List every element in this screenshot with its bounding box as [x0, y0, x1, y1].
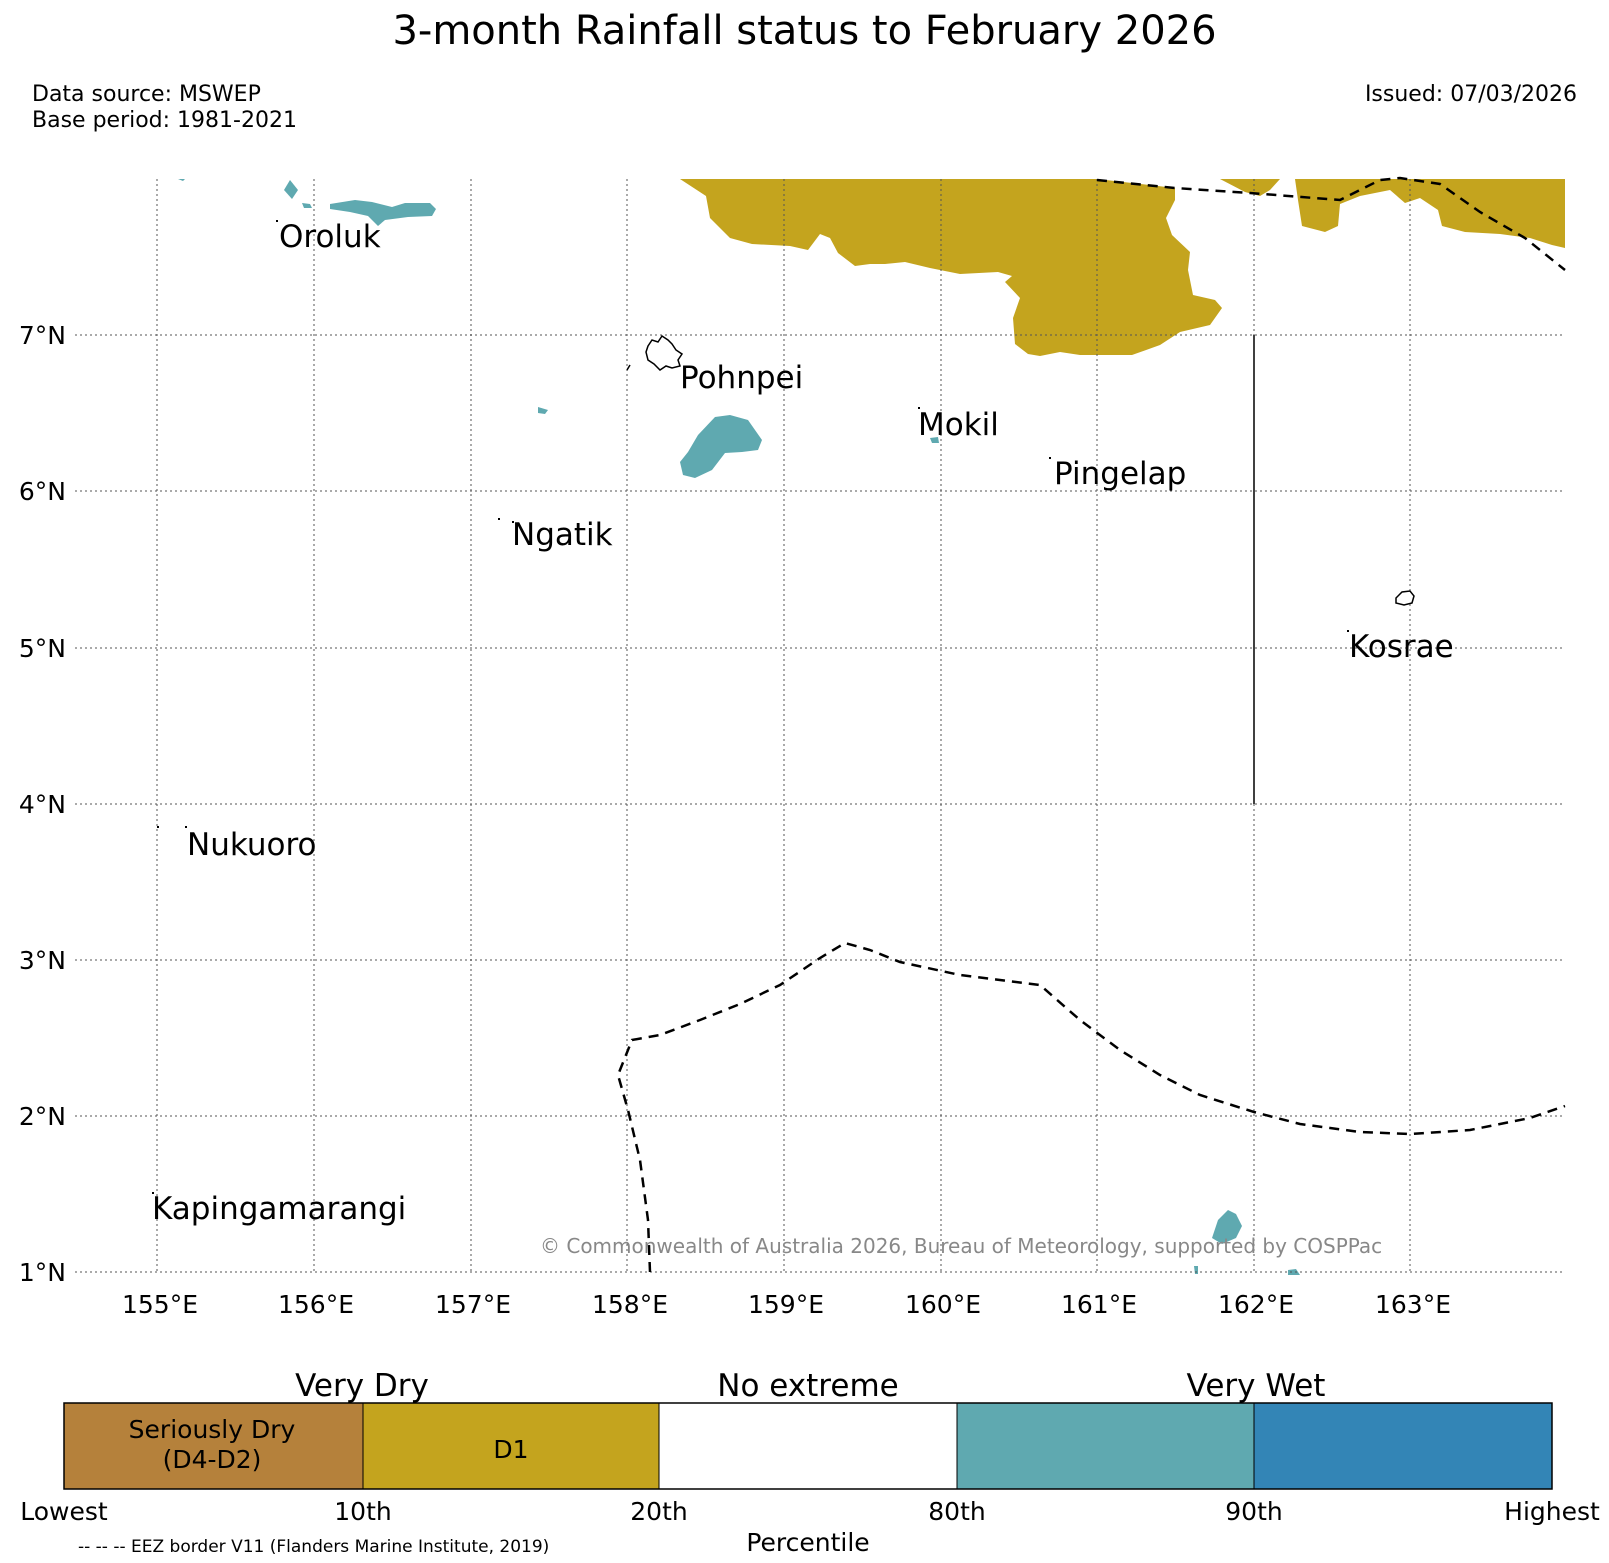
- legend-tick-20th: 20th: [630, 1497, 687, 1526]
- place-label-pingelap: Pingelap: [1054, 456, 1186, 492]
- lon-label: 161°E: [1061, 1290, 1137, 1319]
- base-period-label: Base period: 1981-2021: [32, 108, 297, 133]
- legend-colorbar: Very Dry No extreme Very Wet Seriously D…: [20, 1368, 1600, 1557]
- lat-label: 1°N: [19, 1258, 66, 1287]
- copyright-notice: © Commonwealth of Australia 2026, Bureau…: [540, 1234, 1382, 1258]
- dry-region: [1220, 179, 1280, 196]
- lat-label: 3°N: [19, 946, 66, 975]
- lon-label: 156°E: [278, 1290, 354, 1319]
- legend-axis-label: Percentile: [746, 1528, 869, 1557]
- data-source-label: Data source: MSWEP: [32, 82, 261, 107]
- legend-dividers: [362, 1403, 1255, 1489]
- map-title: 3-month Rainfall status to February 2026: [392, 8, 1217, 54]
- wet-region: [302, 203, 312, 208]
- legend-swatch-d1: [363, 1403, 659, 1489]
- dry-region: [650, 179, 1222, 356]
- legend-tick-highest: Highest: [1504, 1497, 1600, 1526]
- place-label-ngatik: Ngatik: [512, 517, 613, 553]
- wet-region: [680, 415, 762, 478]
- legend-tick-10th: 10th: [334, 1497, 391, 1526]
- wet-region: [178, 179, 185, 181]
- eez-border: [626, 364, 631, 371]
- lon-label: 158°E: [592, 1290, 668, 1319]
- wet-region: [538, 407, 548, 414]
- legend-frame: [63, 1402, 1553, 1490]
- legend-tick-90th: 90th: [1225, 1497, 1282, 1526]
- legend-label-d1: D1: [493, 1435, 528, 1464]
- lat-label: 5°N: [19, 634, 66, 663]
- legend-swatch-highest: [1254, 1403, 1552, 1489]
- legend-label-d4-d2: (D4-D2): [163, 1445, 262, 1474]
- legend-tick-lowest: Lowest: [20, 1497, 108, 1526]
- legend-swatch-no-extreme: [659, 1403, 957, 1489]
- lon-label: 159°E: [748, 1290, 824, 1319]
- lat-label: 7°N: [19, 321, 66, 350]
- kosrae-island-outline: [1395, 590, 1415, 606]
- legend-tick-80th: 80th: [928, 1497, 985, 1526]
- wet-region: [1194, 1266, 1198, 1274]
- gridlines: [75, 179, 1565, 1273]
- legend-swatch-very-wet: [957, 1403, 1254, 1489]
- wet-region: [930, 437, 939, 443]
- place-label-mokil: Mokil: [918, 407, 999, 443]
- place-label-kosrae: Kosrae: [1349, 629, 1454, 665]
- wet-region: [330, 200, 436, 226]
- place-label-pohnpei: Pohnpei: [680, 360, 803, 396]
- eez-border-note: -- -- -- EEZ border V11 (Flanders Marine…: [78, 1537, 550, 1557]
- legend-header-very-dry: Very Dry: [295, 1368, 429, 1404]
- wet-region: [284, 180, 298, 199]
- eez-border: [616, 176, 1566, 1273]
- place-label-nukuoro: Nukuoro: [187, 827, 316, 863]
- lon-label: 160°E: [905, 1290, 981, 1319]
- legend-header-no-extreme: No extreme: [717, 1368, 898, 1404]
- legend-header-very-wet: Very Wet: [1187, 1368, 1326, 1404]
- dry-region: [1295, 179, 1565, 248]
- lon-label: 155°E: [122, 1290, 198, 1319]
- place-label-oroluk: Oroluk: [279, 219, 381, 255]
- lat-label: 4°N: [19, 790, 66, 819]
- wet-region: [1212, 1210, 1242, 1244]
- legend-label-seriously-dry: Seriously Dry: [129, 1415, 296, 1444]
- place-label-kapingamarangi: Kapingamarangi: [152, 1191, 406, 1227]
- wet-region: [1288, 1269, 1300, 1275]
- atoll-markers: [152, 220, 1349, 1194]
- lat-label: 2°N: [19, 1102, 66, 1131]
- lat-label: 6°N: [19, 477, 66, 506]
- issued-date-label: Issued: 07/03/2026: [1364, 82, 1577, 107]
- lon-label: 163°E: [1375, 1290, 1451, 1319]
- pohnpei-island-outline: [645, 334, 684, 371]
- legend-swatch-seriously-dry: [64, 1403, 363, 1489]
- lon-label: 157°E: [435, 1290, 511, 1319]
- lon-label: 162°E: [1218, 1290, 1294, 1319]
